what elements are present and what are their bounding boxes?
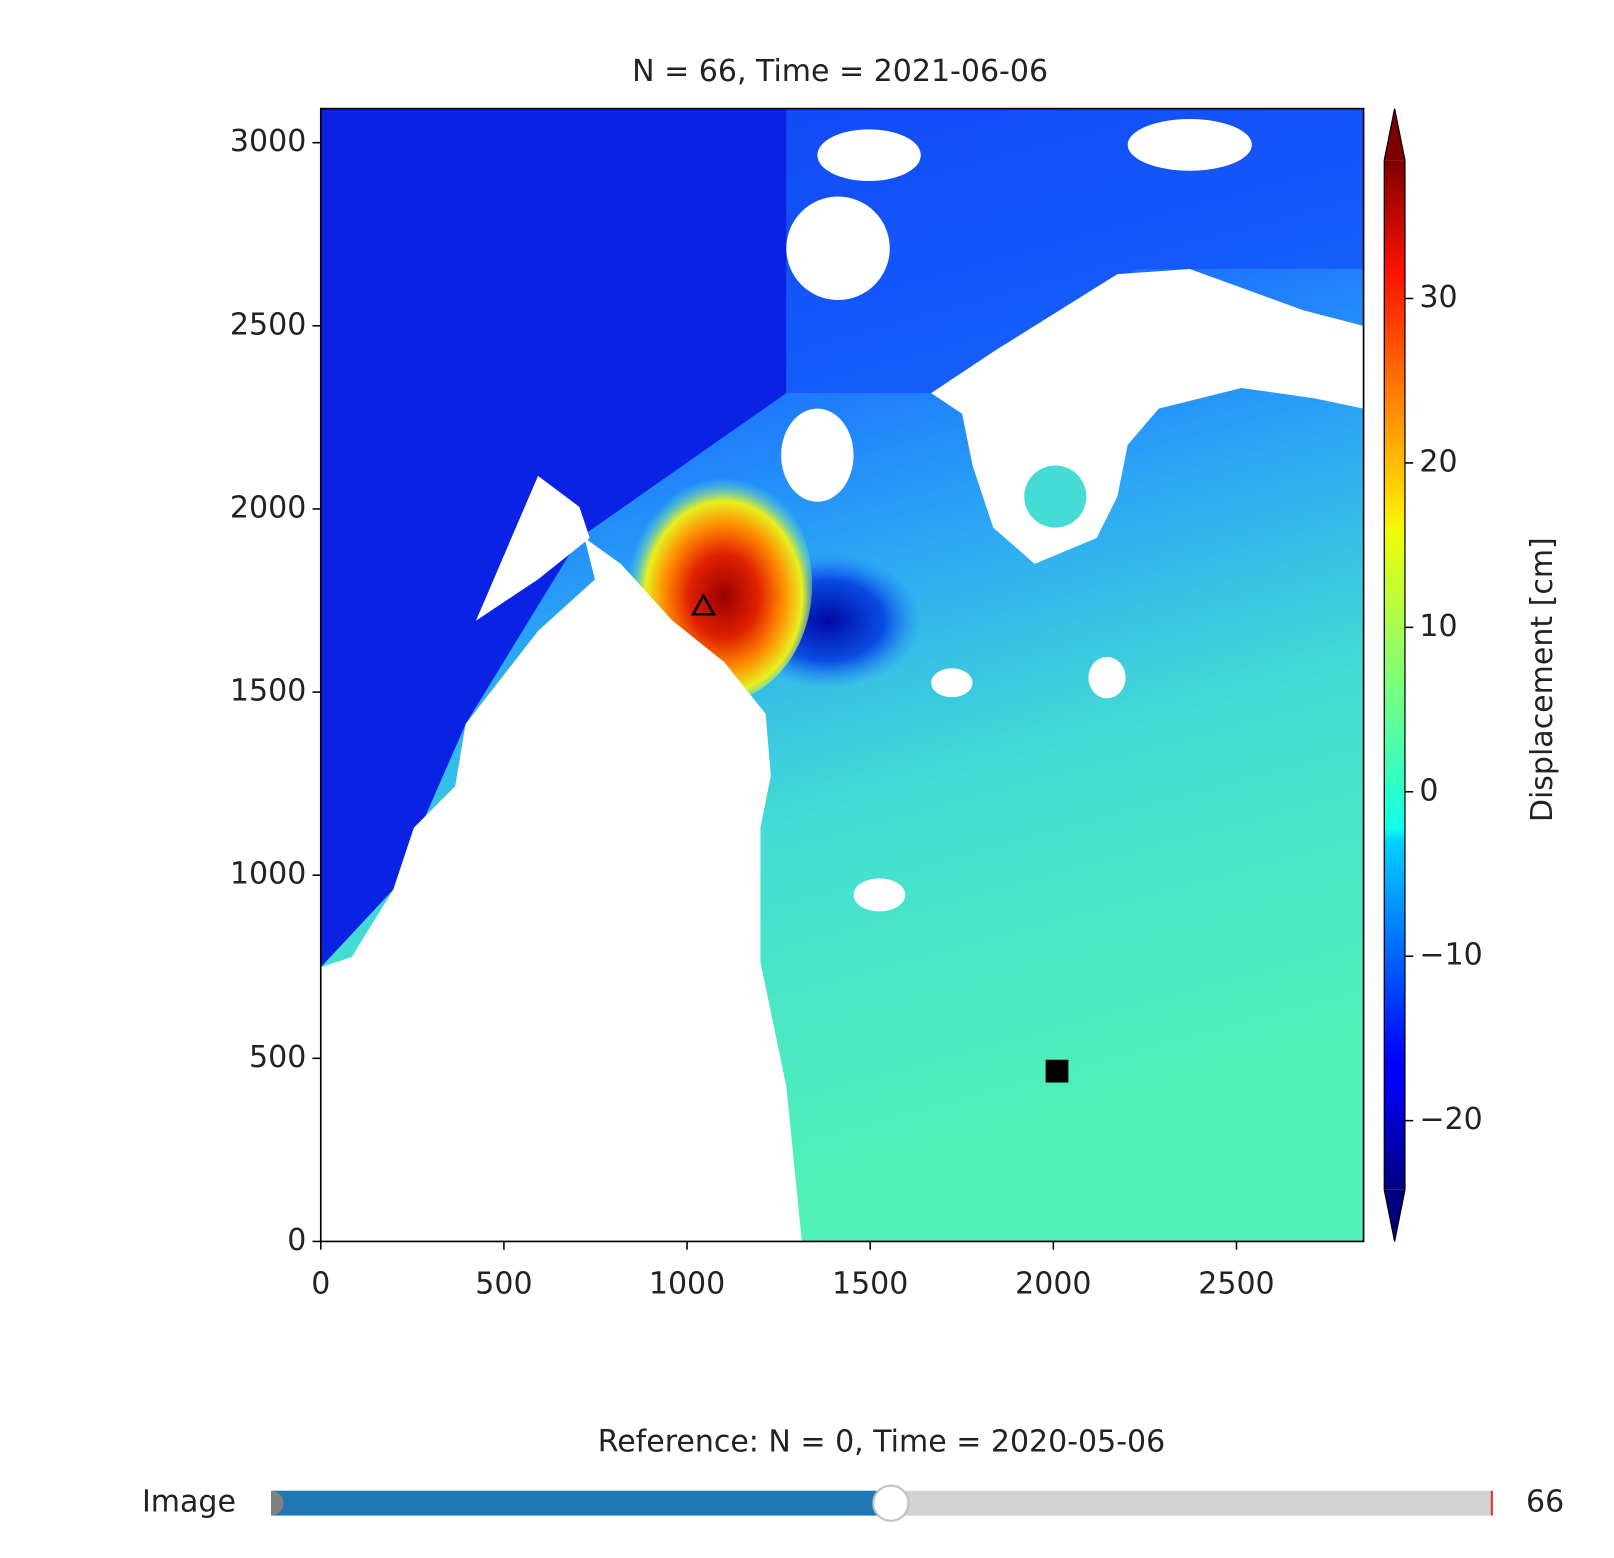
x-tick-label: 1000 — [649, 1266, 725, 1301]
colorbar-tick-label: 0 — [1419, 773, 1438, 808]
slider-handle[interactable] — [872, 1484, 910, 1522]
x-tick-label: 2500 — [1198, 1266, 1274, 1301]
x-tick-label: 500 — [475, 1266, 532, 1301]
y-tick-label: 2000 — [230, 490, 306, 525]
axes-frame — [319, 107, 1365, 1243]
slider-value: 66 — [1526, 1485, 1564, 1520]
marker-square — [1045, 1059, 1069, 1083]
colorbar-tick-label: 10 — [1419, 609, 1457, 644]
y-tick-label: 0 — [287, 1223, 306, 1258]
slider-fill — [271, 1490, 891, 1516]
colorbar-tick-label: 20 — [1419, 444, 1457, 479]
colorbar-extend-min — [1384, 1189, 1405, 1242]
slider-label: Image — [142, 1485, 236, 1520]
y-tick-label: 1500 — [230, 674, 306, 709]
colorbar-tick-label: −10 — [1419, 938, 1482, 973]
chart-title: N = 66, Time = 2021-06-06 — [632, 54, 1048, 89]
colorbar-body — [1384, 160, 1405, 1190]
colorbar-label: Displacement [cm] — [1525, 537, 1560, 822]
colorbar-outline — [1383, 108, 1406, 1242]
y-tick-label: 2500 — [230, 307, 306, 342]
colorbar-tick-label: −20 — [1419, 1102, 1482, 1137]
y-tick-label: 1000 — [230, 857, 306, 892]
displacement-image — [320, 108, 1364, 1242]
reference-text: Reference: N = 0, Time = 2020-05-06 — [598, 1425, 1166, 1460]
y-tick-label: 500 — [249, 1040, 306, 1075]
x-tick-label: 0 — [311, 1266, 330, 1301]
y-tick-label: 3000 — [230, 124, 306, 159]
slider-end — [271, 1490, 284, 1516]
colorbar-tick-label: 30 — [1419, 280, 1457, 315]
marker-triangle — [690, 592, 717, 616]
x-tick-label: 1500 — [832, 1266, 908, 1301]
x-tick-label: 2000 — [1015, 1266, 1091, 1301]
colorbar-extend-max — [1384, 108, 1405, 161]
